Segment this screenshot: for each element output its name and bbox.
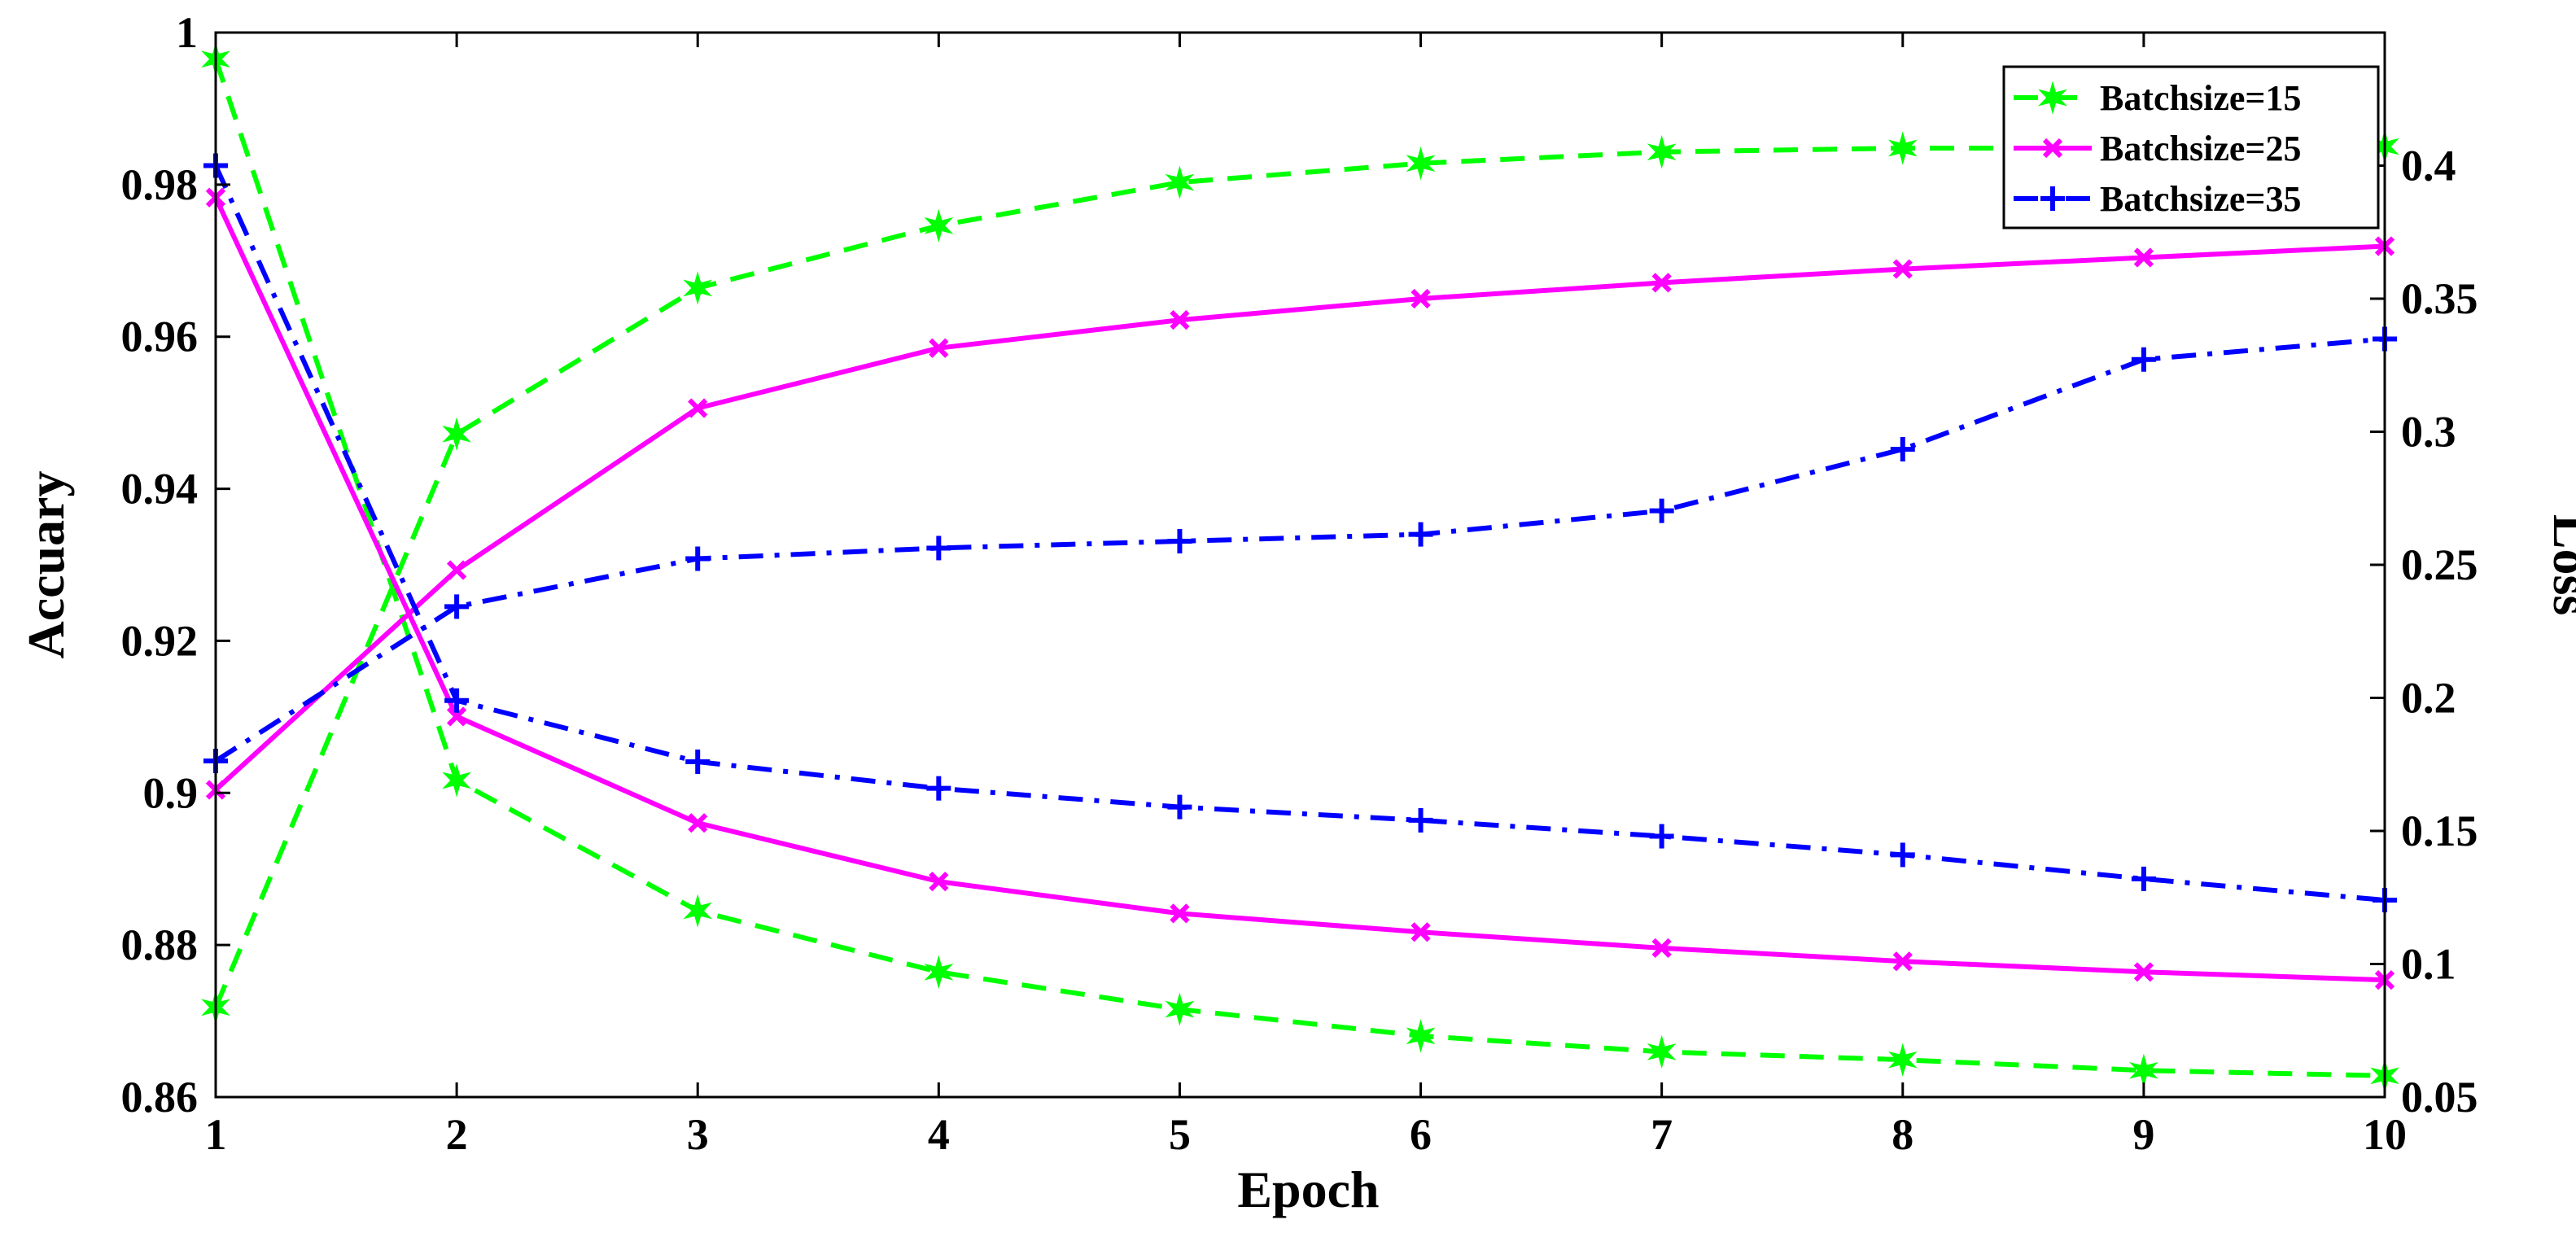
x-tick-label: 1: [205, 1110, 227, 1159]
x-tick-label: 8: [1892, 1110, 1913, 1159]
x-tick-label: 2: [446, 1110, 468, 1159]
loss-point-3: [2131, 866, 2156, 891]
accuracy-point-2: [1410, 288, 1431, 309]
accuracy-point-2: [446, 560, 467, 580]
legend-item-2: Batchsize=25: [2014, 129, 2301, 168]
accuracy-point-3: [685, 546, 711, 571]
accuracy-line-1: [213, 144, 2386, 1008]
y-right-tick-label: 0.05: [2401, 1073, 2478, 1121]
x-tick-label: 9: [2132, 1110, 2154, 1159]
accuracy-point-3: [1890, 436, 1915, 461]
accuracy-point-1: [1647, 135, 1677, 169]
legend-marker-3: [2040, 186, 2065, 211]
loss-point-2: [1170, 903, 1190, 924]
accuracy-point-3: [1649, 498, 1674, 523]
series-3: [203, 153, 2397, 913]
y-right-tick-label: 0.2: [2401, 674, 2456, 723]
loss-point-3: [1649, 824, 1674, 849]
loss-point-1: [1406, 1019, 1436, 1053]
legend-label: Batchsize=35: [2100, 179, 2301, 219]
accuracy-line-3: [214, 336, 2386, 763]
loss-point-1: [1647, 1034, 1677, 1069]
accuracy-point-1: [1165, 165, 1195, 199]
accuracy-point-1: [1406, 146, 1436, 181]
accuracy-point-3: [1167, 529, 1192, 554]
x-tick-label: 4: [928, 1110, 950, 1159]
loss-point-1: [1165, 992, 1195, 1026]
legend-item-3: Batchsize=35: [2014, 179, 2301, 219]
accuracy-point-3: [2131, 347, 2156, 372]
loss-line-2: [213, 196, 2386, 983]
accuracy-point-2: [1170, 310, 1190, 330]
accuracy-point-2: [688, 398, 708, 418]
legend-label: Batchsize=15: [2100, 78, 2301, 118]
loss-point-1: [1887, 1043, 1918, 1077]
y-left-tick-label: 0.96: [121, 313, 199, 361]
y-left-tick-label: 0.86: [121, 1073, 199, 1121]
loss-point-3: [1167, 794, 1192, 820]
legend-marker-1: [2038, 81, 2067, 115]
y-left-tick-label: 0.9: [143, 768, 199, 817]
accuracy-point-3: [926, 536, 951, 561]
accuracy-point-1: [683, 271, 713, 305]
accuracy-point-3: [444, 594, 470, 619]
accuracy-point-2: [929, 338, 949, 358]
loss-point-2: [1651, 938, 1672, 959]
loss-point-3: [1408, 807, 1433, 833]
legend-item-1: Batchsize=15: [2014, 78, 2301, 118]
ticks-layer: 1 2 3 4 5 6 7 8 9 10 0.86 0.88 0.9 0.92 0.94 0.96 0.98 1 0…: [121, 8, 2478, 1159]
y-right-tick-label: 0.3: [2401, 408, 2456, 457]
y-left-tick-label: 0.94: [121, 465, 199, 514]
loss-point-2: [2133, 962, 2154, 982]
loss-point-1: [924, 955, 954, 989]
x-tick-label: 3: [687, 1110, 709, 1159]
x-tick-label: 7: [1651, 1110, 1673, 1159]
y-right-tick-label: 0.15: [2401, 807, 2478, 855]
accuracy-point-1: [1887, 131, 1918, 165]
x-tick-label: 10: [2363, 1110, 2407, 1159]
y-left-tick-label: 0.98: [121, 160, 199, 209]
loss-line-3: [213, 164, 2386, 903]
loss-point-2: [446, 706, 467, 727]
series-2: [205, 187, 2395, 990]
loss-line-1: [213, 58, 2386, 1078]
loss-point-3: [685, 749, 711, 774]
loss-point-3: [1890, 842, 1915, 868]
loss-point-1: [683, 894, 713, 928]
y-right-axis-title: Loss: [2543, 514, 2576, 616]
legend-label: Batchsize=25: [2100, 129, 2301, 168]
loss-point-2: [688, 813, 708, 833]
y-right-tick-label: 0.35: [2401, 274, 2478, 323]
loss-point-2: [1410, 922, 1431, 942]
accuracy-point-2: [1651, 273, 1672, 293]
accuracy-line-2: [213, 243, 2386, 792]
y-right-tick-label: 0.4: [2401, 142, 2456, 190]
loss-point-3: [444, 688, 470, 713]
loss-point-2: [1892, 951, 1913, 972]
accuracy-point-2: [1892, 259, 1913, 279]
y-left-tick-label: 1: [176, 8, 198, 57]
x-axis-title: Epoch: [1237, 1161, 1379, 1218]
loss-point-3: [926, 776, 951, 801]
legend: Batchsize=15 Batchsize=25 Batchsize=35: [2002, 65, 2380, 230]
x-tick-label: 6: [1410, 1110, 1432, 1159]
accuracy-point-1: [924, 208, 954, 243]
y-right-tick-label: 0.25: [2401, 540, 2478, 589]
loss-point-1: [442, 763, 471, 798]
y-left-axis-title: Accuary: [17, 470, 75, 658]
loss-point-2: [929, 872, 949, 892]
y-right-tick-label: 0.1: [2401, 940, 2456, 989]
accuracy-point-1: [442, 417, 471, 451]
accuracy-point-2: [2133, 247, 2154, 268]
accuracy-point-3: [1408, 522, 1433, 547]
x-tick-label: 5: [1169, 1110, 1191, 1159]
y-left-tick-label: 0.88: [121, 920, 199, 969]
y-left-tick-label: 0.92: [121, 616, 199, 665]
legend-marker-2: [2042, 138, 2063, 159]
